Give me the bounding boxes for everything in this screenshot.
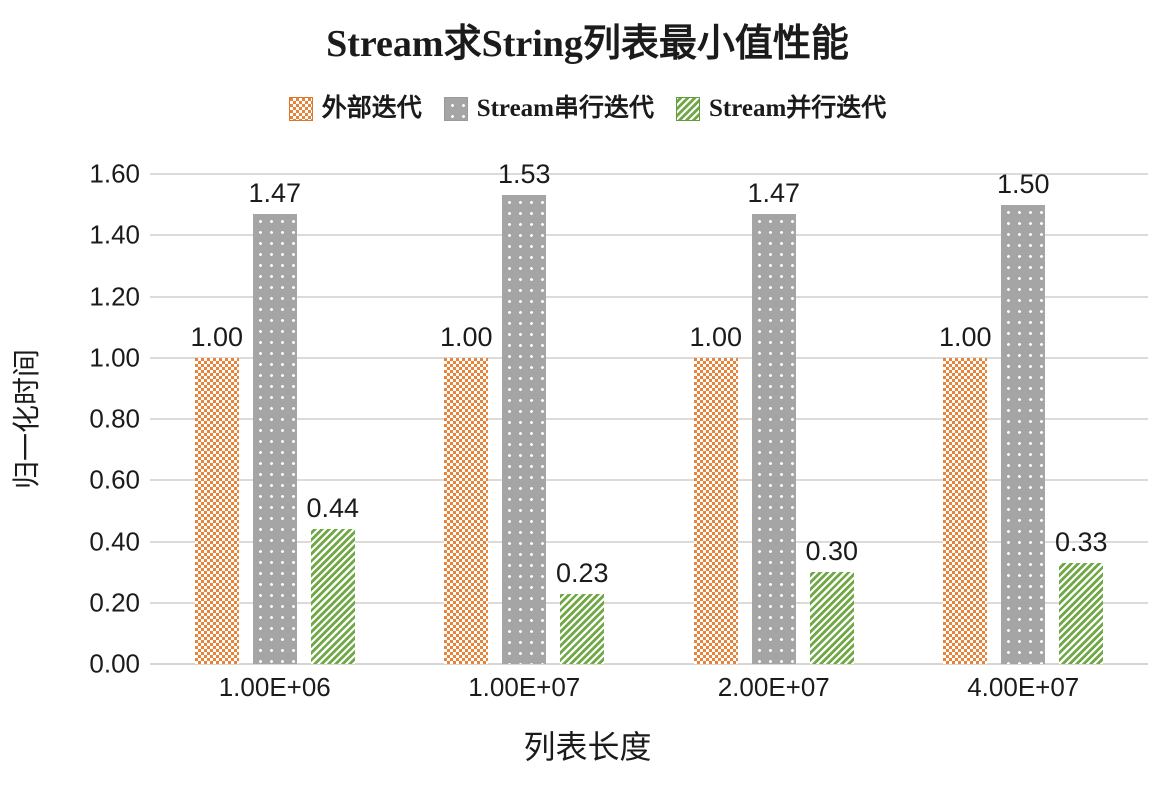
y-tick-label-5: 0.60	[89, 464, 140, 495]
y-axis-ticks: 1.60 1.40 1.20 1.00 0.80 0.60 0.40 0.20 0.00	[40, 159, 140, 679]
bar-3-2[interactable]: 0.33	[1055, 528, 1108, 664]
bar-value-label-0-2: 0.44	[306, 493, 360, 524]
bar-value-label-3-2: 0.33	[1054, 526, 1108, 557]
bar-value-label-3-1: 1.50	[996, 168, 1050, 199]
bar-0-1[interactable]: 1.47	[248, 179, 301, 664]
gridline-0	[150, 173, 1148, 175]
bar-fill-0-1	[252, 213, 297, 664]
chart-legend: 外部迭代 Stream串行迭代 Stream并行迭代	[0, 96, 1175, 121]
y-tick-label-8: 0.00	[89, 648, 140, 679]
bar-3-0[interactable]: 1.00	[939, 323, 992, 664]
bar-2-1[interactable]: 1.47	[747, 179, 800, 664]
bar-fill-0-0	[194, 357, 239, 664]
chart-title: Stream求String列表最小值性能	[326, 23, 849, 65]
legend-label-2: Stream并行迭代	[709, 95, 887, 122]
x-axis-title: 列表长度	[523, 729, 652, 765]
bar-fill-2-0	[693, 357, 738, 664]
bar-fill-1-1	[502, 195, 547, 664]
x-tick-label-1: 1.00E+07	[468, 672, 581, 702]
bar-fill-1-0	[444, 357, 489, 664]
bar-1-2[interactable]: 0.23	[556, 559, 609, 664]
x-tick-label-2: 2.00E+07	[717, 672, 830, 702]
bar-fill-3-1	[1001, 204, 1046, 664]
bar-1-0[interactable]: 1.00	[440, 323, 493, 664]
bar-group-3: 1.00 1.50 0.33	[899, 170, 1149, 664]
y-tick-label-0: 1.60	[89, 158, 140, 189]
bar-fill-3-0	[943, 357, 988, 664]
gridline-2	[150, 295, 1148, 298]
gridline-1	[150, 234, 1148, 237]
y-tick-label-7: 0.20	[89, 587, 140, 618]
y-tick-label-4: 0.80	[89, 403, 140, 434]
gridline-4	[150, 418, 1148, 420]
y-tick-label-3: 1.00	[89, 342, 140, 373]
legend-swatch-icon-1	[443, 96, 468, 121]
bar-value-label-2-1: 1.47	[747, 177, 801, 208]
bar-value-label-0-1: 1.47	[248, 177, 302, 208]
bar-value-label-0-0: 1.00	[190, 321, 244, 352]
bar-value-label-3-0: 1.00	[938, 321, 992, 352]
bar-0-2[interactable]: 0.44	[306, 495, 359, 664]
legend-label-1: Stream串行迭代	[476, 95, 654, 122]
bar-value-label-2-2: 0.30	[805, 536, 859, 567]
y-tick-label-2: 1.20	[89, 281, 140, 311]
bar-group-1: 1.00 1.53 0.23	[400, 161, 650, 664]
y-axis-title-text: 归一化时间	[12, 348, 44, 490]
legend-swatch-icon-0	[288, 96, 313, 121]
bar-value-label-1-1: 1.53	[497, 159, 551, 190]
bar-2-0[interactable]: 1.00	[689, 323, 742, 664]
gridline-5	[150, 479, 1148, 482]
legend-swatch-icon-2	[676, 96, 700, 121]
legend-label-0: 外部迭代	[321, 95, 422, 122]
bar-fill-0-2	[310, 529, 355, 664]
bar-group-2: 1.00 1.47 0.30	[649, 174, 899, 664]
y-tick-label-6: 0.40	[89, 526, 140, 556]
bar-fill-3-2	[1059, 562, 1104, 664]
bar-fill-1-2	[560, 593, 605, 664]
gridline-7	[150, 601, 1148, 604]
bar-groups: 1.00 1.47 0.44 1.00 1.53 0.23 1.00 1.47 0.30 1.00…	[150, 161, 1149, 664]
legend-item-2[interactable]: Stream并行迭代	[676, 96, 886, 121]
plot-area	[150, 173, 1148, 665]
bar-value-label-1-0: 1.00	[439, 321, 493, 352]
x-tick-label-3: 4.00E+07	[967, 672, 1080, 702]
bar-1-1[interactable]: 1.53	[498, 161, 551, 664]
bar-2-2[interactable]: 0.30	[805, 538, 858, 664]
legend-item-0[interactable]: 外部迭代	[288, 95, 422, 122]
gridline-3	[150, 356, 1148, 359]
bar-group-0: 1.00 1.47 0.44	[150, 174, 400, 664]
bar-0-0[interactable]: 1.00	[190, 323, 243, 664]
gridline-6	[150, 540, 1148, 543]
bar-value-label-2-0: 1.00	[689, 321, 743, 352]
bar-value-label-1-2: 0.23	[555, 557, 609, 588]
gridline-8	[150, 663, 1148, 665]
y-tick-label-1: 1.40	[89, 219, 140, 250]
bar-fill-2-2	[809, 572, 854, 664]
x-axis-ticks: 1.00E+06 1.00E+07 2.00E+07 4.00E+07	[150, 672, 1148, 703]
legend-item-1[interactable]: Stream串行迭代	[443, 95, 654, 122]
bar-3-1[interactable]: 1.50	[997, 170, 1050, 664]
x-tick-label-0: 1.00E+06	[218, 672, 331, 702]
bar-fill-2-1	[751, 213, 796, 664]
